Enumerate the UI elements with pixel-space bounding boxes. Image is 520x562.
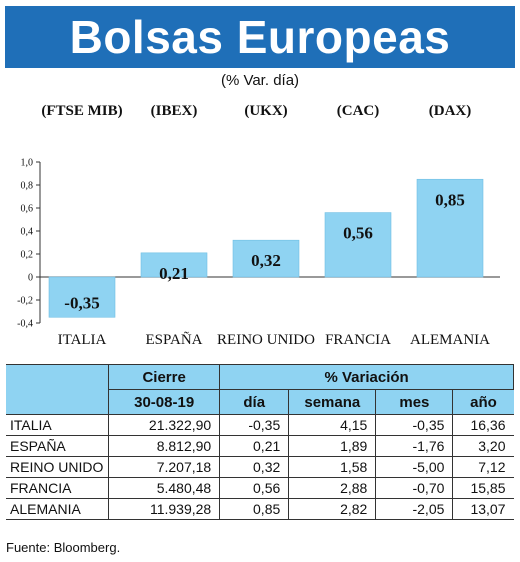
y-tick-label: 1,0 (21, 158, 34, 169)
row-semana: 1,58 (288, 456, 376, 478)
y-tick-label: 0,6 (21, 204, 34, 215)
row-cierre: 7.207,18 (108, 456, 220, 478)
row-cierre: 11.939,28 (108, 498, 220, 520)
header-date: 30-08-19 (108, 389, 221, 415)
row-country: ITALIA (6, 414, 109, 436)
table-row: ITALIA 21.322,90 -0,35 4,15 -0,35 16,36 (6, 414, 514, 436)
row-dia: 0,56 (219, 477, 289, 499)
row-ano: 7,12 (452, 456, 514, 478)
bar-chart: 1,0 0,8 0,6 0,4 0,2 0 -0,2 -0,4 (FTSE MIB) -0,35 I… (17, 103, 500, 348)
header-banner: Bolsas Europeas (5, 6, 515, 68)
y-tick-label: 0 (28, 273, 33, 284)
category-label: ALEMANIA (410, 332, 490, 348)
value-label: -0,35 (64, 293, 99, 312)
row-semana: 2,88 (288, 477, 376, 499)
row-dia: 0,21 (219, 435, 289, 457)
row-mes: -0,35 (375, 414, 453, 436)
row-semana: 1,89 (288, 435, 376, 457)
bar (48, 276, 116, 318)
y-tick-label: -0,2 (17, 296, 33, 307)
row-dia: -0,35 (219, 414, 289, 436)
data-table: Cierre % Variación 30-08-19 día semana m… (6, 364, 514, 520)
y-tick-label: 0,8 (21, 181, 34, 192)
y-tick-label: 0,2 (21, 250, 34, 261)
category-label: ITALIA (58, 332, 107, 348)
category-label: FRANCIA (325, 332, 391, 348)
value-label: 0,56 (343, 224, 373, 243)
table-row: REINO UNIDO 7.207,18 0,32 1,58 -5,00 7,1… (6, 456, 514, 478)
row-cierre: 5.480,48 (108, 477, 220, 499)
row-mes: -5,00 (375, 456, 453, 478)
row-dia: 0,85 (219, 498, 289, 520)
header-mes: mes (375, 389, 454, 415)
bar (416, 178, 484, 278)
index-label: (CAC) (337, 103, 380, 119)
index-label: (DAX) (429, 103, 472, 119)
row-country: ALEMANIA (6, 498, 109, 520)
row-country: FRANCIA (6, 477, 109, 499)
row-ano: 13,07 (452, 498, 514, 520)
bar (140, 252, 208, 278)
value-label: 0,85 (435, 190, 465, 209)
row-mes: -0,70 (375, 477, 453, 499)
header-ano: año (452, 389, 514, 415)
row-ano: 15,85 (452, 477, 514, 499)
row-ano: 16,36 (452, 414, 514, 436)
bar (324, 212, 392, 278)
row-mes: -1,76 (375, 435, 453, 457)
category-label: REINO UNIDO (217, 332, 315, 348)
row-country: REINO UNIDO (6, 456, 109, 478)
index-label: (IBEX) (151, 103, 198, 119)
row-semana: 4,15 (288, 414, 376, 436)
source-note: Fuente: Bloomberg. (6, 540, 121, 555)
row-ano: 3,20 (452, 435, 514, 457)
row-cierre: 8.812,90 (108, 435, 220, 457)
y-tick-label: -0,4 (17, 319, 33, 330)
value-label: 0,32 (251, 251, 281, 270)
header-variacion: % Variación (219, 364, 514, 390)
y-tick-label: 0,4 (21, 227, 34, 238)
index-label: (FTSE MIB) (41, 103, 122, 119)
value-label: 0,21 (159, 264, 189, 283)
row-mes: -2,05 (375, 498, 453, 520)
header-dia: día (219, 389, 290, 415)
row-country: ESPAÑA (6, 435, 109, 457)
row-dia: 0,32 (219, 456, 289, 478)
header-semana: semana (288, 389, 377, 415)
table-corner (6, 364, 110, 415)
row-semana: 2,82 (288, 498, 376, 520)
table-row: ALEMANIA 11.939,28 0,85 2,82 -2,05 13,07 (6, 498, 514, 520)
index-label: (UKX) (244, 103, 287, 119)
bar (232, 239, 300, 278)
table-row: ESPAÑA 8.812,90 0,21 1,89 -1,76 3,20 (6, 435, 514, 457)
chart-subtitle: (% Var. día) (220, 72, 300, 89)
header-cierre: Cierre (108, 364, 221, 390)
row-cierre: 21.322,90 (108, 414, 220, 436)
category-label: ESPAÑA (146, 332, 203, 348)
page-title: Bolsas Europeas (69, 11, 451, 63)
table-row: FRANCIA 5.480,48 0,56 2,88 -0,70 15,85 (6, 477, 514, 499)
